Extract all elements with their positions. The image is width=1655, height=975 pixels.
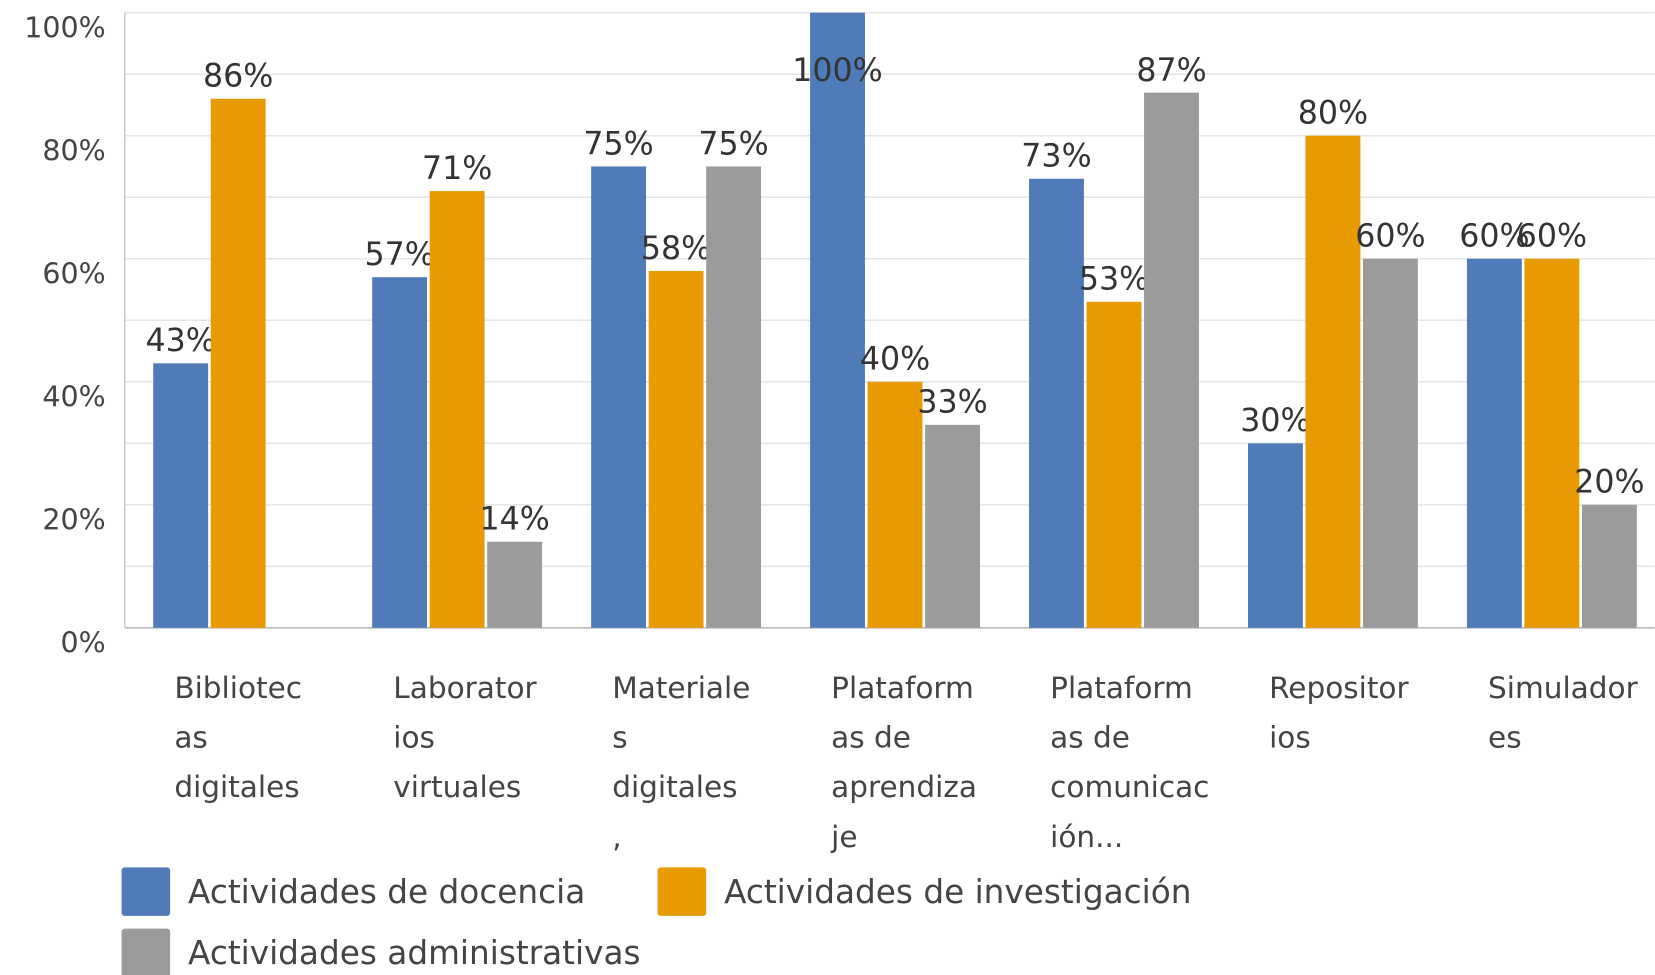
data-label: 60% [1355,219,1425,255]
x-tick-label: Laborator ios virtuales [393,671,537,804]
bar [867,381,923,628]
data-label: 30% [1240,403,1310,439]
x-tick-label: Plataform as de aprendiza je [830,671,977,854]
legend-swatch [121,928,171,975]
data-label: 20% [1574,465,1644,501]
bar [1581,504,1637,628]
data-label: 53% [1079,262,1149,298]
x-tick-label: Plataform as de comunicac ión... [1050,671,1209,854]
bar [210,98,266,628]
bar [1466,258,1522,628]
bar [810,12,865,628]
y-tick-label: 40% [42,381,105,414]
bar [1363,258,1418,628]
data-label: 87% [1136,53,1206,89]
data-label: 60% [1517,219,1587,255]
data-label: 86% [203,59,273,95]
legend-label: Actividades de docencia [188,873,585,911]
bar [1247,443,1303,628]
y-tick-label: 100% [24,12,105,45]
y-tick-label: 80% [42,135,105,168]
data-label: 14% [479,502,549,538]
bar [1029,178,1084,628]
bar [1524,258,1580,628]
data-label: 33% [917,385,987,421]
data-label: 43% [146,323,216,359]
data-label: 57% [364,237,434,273]
data-label: 100% [792,53,882,89]
data-label: 58% [641,231,711,267]
bar [487,541,543,628]
legend-swatch [121,867,171,916]
x-tick-label: Simulador es [1488,671,1639,755]
bar [706,166,762,628]
y-tick-label: 0% [61,627,106,660]
data-label: 80% [1298,96,1368,132]
bar [1086,301,1142,628]
data-label: 71% [422,151,492,187]
bar [429,191,485,628]
bar [648,271,704,628]
data-label: 40% [860,342,930,378]
data-label: 75% [698,126,768,162]
legend-swatch [657,867,707,916]
legend-label: Actividades de investigación [724,873,1191,911]
bar [925,424,980,628]
bar [1144,92,1199,628]
bar [153,363,209,628]
x-tick-label: Materiale s digitales, [612,671,750,854]
bar [591,166,647,628]
bar [1305,135,1361,628]
y-tick-label: 60% [42,258,105,291]
data-label: 73% [1021,139,1091,175]
legend-label: Actividades administrativas [188,934,640,972]
data-label: 60% [1459,219,1529,255]
data-label: 75% [583,126,653,162]
y-tick-label: 20% [42,504,105,537]
x-tick-label: Bibliotec as digitales [174,671,302,804]
bar [372,277,428,628]
x-tick-label: Repositor ios [1269,671,1409,755]
